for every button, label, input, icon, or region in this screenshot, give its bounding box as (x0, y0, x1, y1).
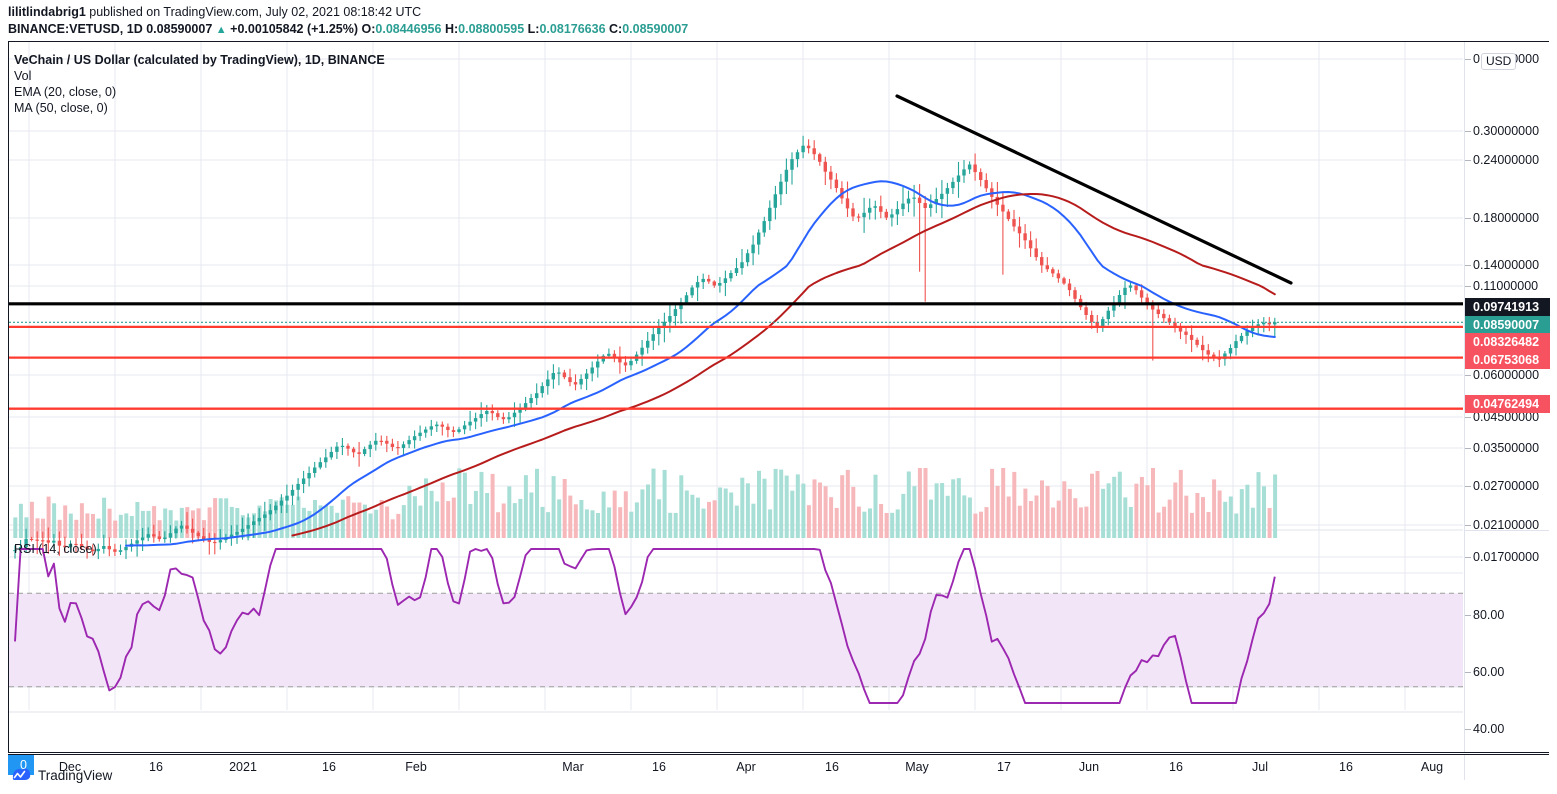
time-tick-label: Aug (1420, 760, 1444, 774)
rsi-tick-label: 40.00 (1473, 722, 1505, 736)
publication-line: lilitlindabrig1 published on TradingView… (8, 5, 421, 19)
rsi-tick-mark (1465, 615, 1471, 616)
rsi-tick-mark (1465, 672, 1471, 673)
support-price-label-3[interactable]: 0.04762494 (1465, 395, 1550, 413)
current-price-label[interactable]: 0.08590007 (1465, 316, 1550, 334)
descending-trendline[interactable] (895, 94, 1293, 285)
price-tick-label: 0.11000000 (1473, 279, 1539, 293)
open-value: 0.08446956 (375, 22, 442, 36)
time-tick-label: Apr (736, 760, 756, 774)
time-tick-label: 16 (652, 760, 666, 774)
high-value: 0.08800595 (458, 22, 525, 36)
time-tick-label: 2021 (229, 760, 257, 774)
price-tick-label: 0.06000000 (1473, 368, 1540, 382)
low-label: L: (527, 22, 540, 36)
candlestick-series[interactable] (13, 135, 1277, 560)
low-value: 0.08176636 (539, 22, 606, 36)
price-tick-mark (1465, 525, 1471, 526)
price-tick-mark (1465, 218, 1471, 219)
ema-20-line (125, 180, 1276, 547)
time-tick-label: 16 (322, 760, 336, 774)
time-tick-label: 16 (1339, 760, 1353, 774)
price-axis[interactable]: 0.400000000.300000000.240000000.18000000… (1464, 42, 1550, 752)
time-tick-label: Mar (562, 760, 584, 774)
price-tick-mark (1465, 265, 1471, 266)
published-text: published on TradingView.com, July 02, 2… (89, 5, 422, 19)
resistance-price-label[interactable]: 0.09741913 (1465, 298, 1550, 316)
time-tick-label: Jun (1078, 760, 1100, 774)
tradingview-brand-label: TradingView (38, 767, 113, 783)
price-tick-label: 0.18000000 (1473, 211, 1540, 225)
time-axis-marker-label: 0 (20, 758, 27, 772)
grid-lines (9, 42, 1463, 710)
time-axis-separator (1464, 755, 1465, 780)
axis-pane-separator (1464, 530, 1549, 531)
time-tick-label: Feb (405, 760, 427, 774)
time-tick-label: Dec (58, 760, 82, 774)
volume-bars (13, 468, 1278, 538)
price-tick-mark (1465, 160, 1471, 161)
time-tick-label: 16 (1169, 760, 1183, 774)
up-arrow-icon: ▲ (215, 24, 227, 36)
chart-plot-area[interactable] (9, 42, 1463, 752)
symbol-name: BINANCE:VETUSD, 1D (8, 22, 143, 36)
chart-canvas[interactable] (9, 42, 1463, 752)
rsi-band (9, 593, 1463, 687)
rsi-line[interactable] (14, 548, 1276, 704)
tradingview-logo-icon (12, 768, 31, 780)
time-axis[interactable]: 0 Dec 16 2021 16 Feb Mar 16 Apr 16 May 17 Jun 16 Jul 1… (8, 754, 1549, 780)
price-tick-mark (1465, 486, 1471, 487)
high-label: H: (444, 22, 459, 36)
price-tick-label: 0.04500000 (1473, 410, 1540, 424)
open-label: O: (361, 22, 376, 36)
rsi-pane-legend: RSI (14, close) (14, 542, 97, 556)
price-tick-label: 0.30000000 (1473, 124, 1540, 138)
close-label: C: (609, 22, 623, 36)
currency-badge: USD (1481, 53, 1517, 70)
price-tick-label: 0.01700000 (1473, 550, 1540, 564)
rsi-tick-label: 60.00 (1473, 665, 1505, 679)
support-price-label-2[interactable]: 0.06753068 (1465, 351, 1550, 369)
time-tick-label: 16 (149, 760, 163, 774)
symbol-quote-line: BINANCE:VETUSD, 1D 0.08590007 ▲ +0.00105… (8, 22, 688, 36)
price-tick-mark (1465, 286, 1471, 287)
price-tick-mark (1465, 131, 1471, 132)
price-tick-mark (1465, 448, 1471, 449)
ma-50-line (291, 193, 1276, 537)
author-name: lilitlindabrig1 (8, 5, 86, 19)
price-tick-label: 0.02700000 (1473, 479, 1540, 493)
rsi-tick-mark (1465, 729, 1471, 730)
price-tick-label: 0.14000000 (1473, 258, 1540, 272)
time-tick-label: 17 (997, 760, 1011, 774)
last-price: 0.08590007 (146, 22, 213, 36)
price-tick-mark (1465, 375, 1471, 376)
price-tick-label: 0.02100000 (1473, 518, 1540, 532)
price-change: +0.00105842 (+1.25%) (230, 22, 359, 36)
time-tick-label: Jul (1252, 760, 1268, 774)
price-tick-mark (1465, 59, 1471, 60)
price-tick-label: 0.24000000 (1473, 153, 1540, 167)
support-price-label-1[interactable]: 0.08326482 (1465, 333, 1550, 351)
tradingview-footer: TradingView (10, 766, 112, 784)
price-tick-mark (1465, 557, 1471, 558)
price-tick-label: 0.03500000 (1473, 441, 1540, 455)
price-tick-mark (1465, 417, 1471, 418)
time-tick-label: May (905, 760, 929, 774)
time-tick-label: 16 (825, 760, 839, 774)
close-value: 0.08590007 (622, 22, 689, 36)
rsi-tick-label: 80.00 (1473, 608, 1505, 622)
